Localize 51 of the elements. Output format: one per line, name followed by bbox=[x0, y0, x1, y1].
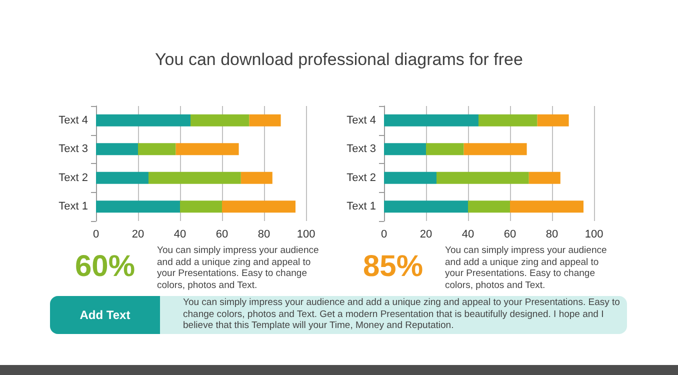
x-tick-label: 80 bbox=[258, 228, 270, 240]
y-tick-label: Text 3 bbox=[346, 143, 376, 156]
x-tick-label: 20 bbox=[132, 228, 144, 240]
bar bbox=[138, 143, 176, 156]
y-tick-label: Text 4 bbox=[58, 114, 88, 126]
text: You can download professional diagrams for free bbox=[155, 50, 523, 69]
text: You can simply impress your audience and add a unique zing and appeal to your Presentations. Easy to change colors, photos and Text. bbox=[157, 245, 320, 291]
bar bbox=[96, 172, 148, 184]
bar bbox=[478, 114, 538, 126]
bar bbox=[180, 200, 222, 213]
bar bbox=[96, 200, 180, 213]
x-tick-label: 0 bbox=[380, 228, 388, 240]
y-tick-label: Text 1 bbox=[346, 200, 376, 213]
bar bbox=[384, 200, 468, 213]
y-tick-label: Text 4 bbox=[346, 114, 376, 126]
x-tick-label: 100 bbox=[296, 228, 316, 240]
bar bbox=[176, 143, 239, 156]
y-tick-label: Text 2 bbox=[58, 172, 88, 184]
x-tick-label: 60 bbox=[504, 228, 516, 240]
bar bbox=[96, 114, 190, 126]
x-tick-label: 40 bbox=[462, 228, 474, 240]
bar bbox=[384, 114, 478, 126]
bar bbox=[222, 200, 296, 213]
bar bbox=[96, 143, 138, 156]
bar bbox=[436, 172, 529, 184]
bar bbox=[528, 172, 560, 184]
x-tick-label: 40 bbox=[174, 228, 186, 240]
bar bbox=[426, 143, 464, 156]
y-tick-label: Text 1 bbox=[58, 200, 88, 213]
x-tick-label: 100 bbox=[584, 228, 604, 240]
x-tick-label: 20 bbox=[420, 228, 432, 240]
bar bbox=[384, 143, 426, 156]
bar bbox=[190, 114, 250, 126]
bar bbox=[240, 172, 272, 184]
text: 85% bbox=[362, 250, 424, 284]
text: Add Text bbox=[50, 296, 160, 334]
x-tick-label: 60 bbox=[216, 228, 228, 240]
bar bbox=[464, 143, 527, 156]
text: You can simply impress your audience and add a unique zing and appeal to your Presentations. Easy to change colors, photos and Text. Get a modern Presentation that is beautifully designed. I hope and I believe that this Template will your Time, Money and Reputation. bbox=[183, 297, 621, 332]
x-tick-label: 80 bbox=[546, 228, 558, 240]
bar bbox=[510, 200, 584, 213]
x-tick-label: 0 bbox=[92, 228, 100, 240]
y-tick-label: Text 3 bbox=[58, 143, 88, 156]
text: You can simply impress your audience and add a unique zing and appeal to your Presentations. Easy to change colors, photos and Text. bbox=[445, 245, 608, 291]
y-tick-label: Text 2 bbox=[346, 172, 376, 184]
text: 60% bbox=[74, 250, 136, 284]
bar bbox=[148, 172, 241, 184]
bar bbox=[249, 114, 281, 126]
bar bbox=[468, 200, 510, 213]
bar bbox=[537, 114, 569, 126]
bar bbox=[384, 172, 436, 184]
